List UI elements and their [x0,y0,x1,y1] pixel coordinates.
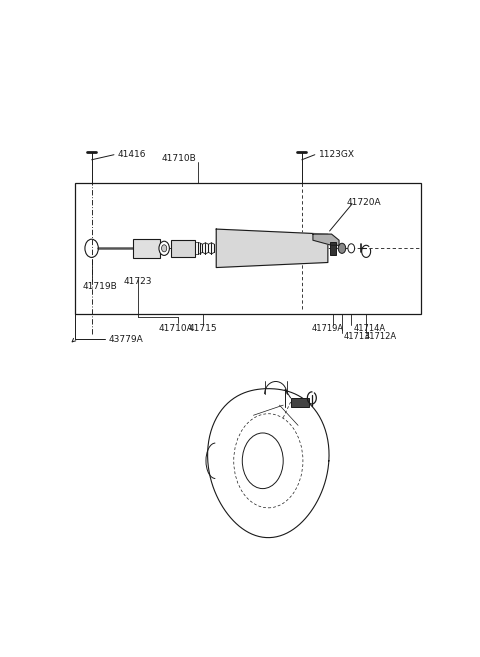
Polygon shape [313,234,339,245]
Text: 41416: 41416 [118,150,146,159]
Bar [132,238,160,258]
Circle shape [162,245,167,252]
Text: 41712A: 41712A [364,332,396,342]
Text: 41719A: 41719A [312,324,344,332]
Text: 41715: 41715 [189,324,217,332]
Circle shape [348,244,355,253]
Text: 41720A: 41720A [347,198,381,207]
Polygon shape [216,229,328,267]
Text: 41719B: 41719B [83,282,117,291]
Circle shape [338,243,346,254]
Bar [330,242,336,255]
Bar [290,398,309,407]
Text: 41713: 41713 [344,332,371,342]
Text: 41714A: 41714A [353,324,385,332]
Text: 41710A: 41710A [159,324,194,332]
Text: 41723: 41723 [124,277,152,286]
Text: 41710B: 41710B [162,154,196,163]
Bar [75,183,421,314]
Text: 43779A: 43779A [108,335,143,344]
Text: 1123GX: 1123GX [319,150,355,159]
Circle shape [159,241,169,256]
Bar [171,240,195,257]
